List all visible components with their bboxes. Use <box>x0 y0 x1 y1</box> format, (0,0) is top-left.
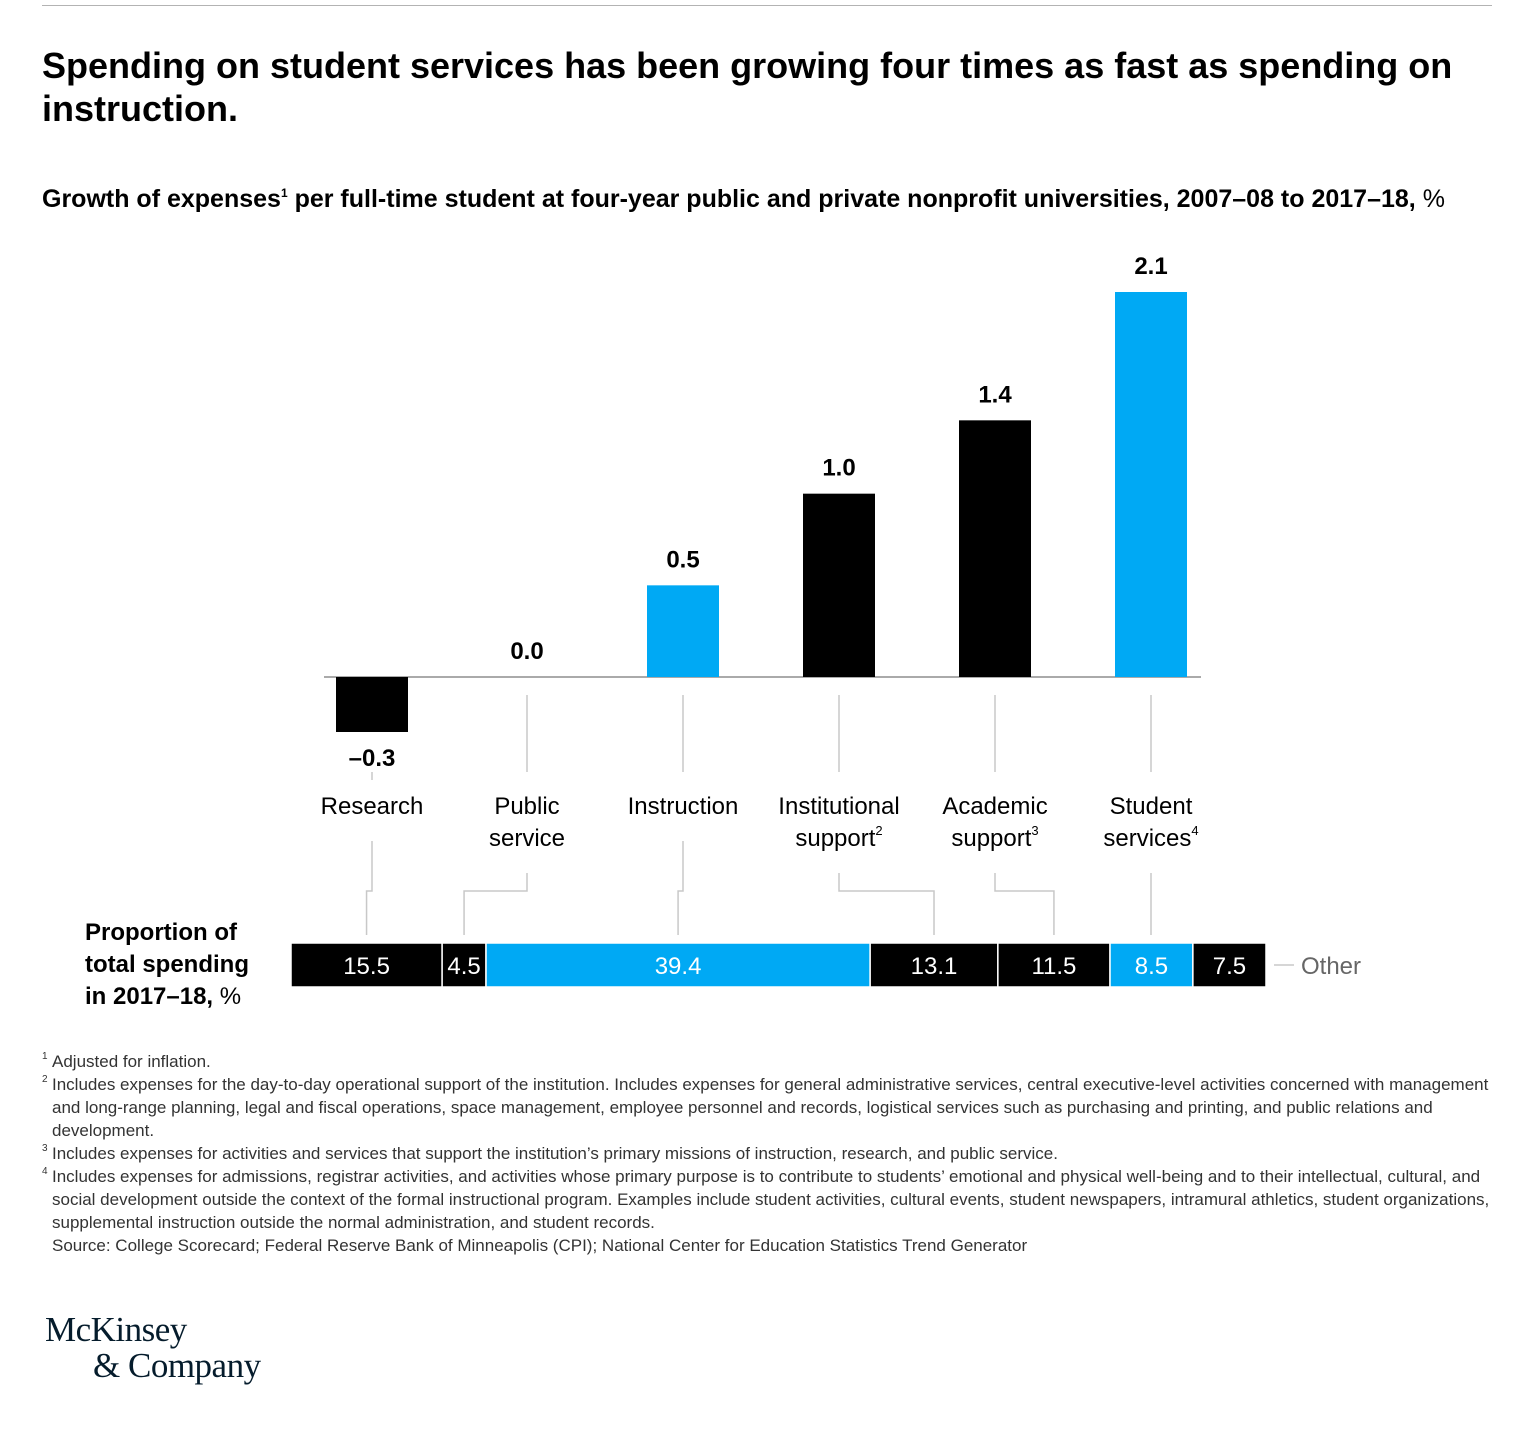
footnotes: 1 Adjusted for inflation. 2 Includes expen… <box>42 1050 1492 1257</box>
proportion-value: 13.1 <box>911 953 958 980</box>
category-footnote-mark: 3 <box>1031 823 1038 838</box>
proportion-value: 11.5 <box>1031 953 1076 980</box>
category-label: support3 <box>951 823 1038 852</box>
bar-chart: –0.3 0.0 0.5 1.0 1.4 2.1 Research Public service… <box>290 253 1361 988</box>
category-label: Academic <box>942 793 1047 820</box>
proportion-value: 7.5 <box>1213 953 1246 980</box>
proportion-value: 15.5 <box>343 953 390 980</box>
source-note: Source: College Scorecard; Federal Reser… <box>42 1234 1492 1257</box>
other-label: Other <box>1301 953 1361 980</box>
source-text: Source: College Scorecard; Federal Reser… <box>52 1236 1028 1255</box>
category-footnote-mark: 4 <box>1191 823 1198 838</box>
footnote-text: Includes expenses for the day-to-day ope… <box>52 1075 1489 1140</box>
proportion-segment <box>290 942 443 988</box>
top-rule <box>42 5 1492 6</box>
proportion-segment <box>1109 942 1194 988</box>
subtitle-unit: % <box>1422 185 1445 213</box>
category-label: Student <box>1110 793 1193 820</box>
footnote-mark: 4 <box>42 1166 48 1177</box>
proportion-label-line: total spending <box>85 951 249 978</box>
category-label: Institutional <box>778 793 899 820</box>
category-label: Public <box>494 793 559 820</box>
footnote: 3 Includes expenses for activities and se… <box>42 1142 1492 1165</box>
bar <box>803 493 875 677</box>
proportion-value: 39.4 <box>655 953 702 980</box>
data-label: 0.5 <box>666 546 699 573</box>
logo-line-2: & Company <box>93 1346 261 1385</box>
mckinsey-logo: McKinsey & Company <box>45 1312 261 1384</box>
bar <box>1115 292 1187 677</box>
footnote-mark: 2 <box>42 1074 48 1085</box>
proportion-label-text: in 2017–18, <box>85 983 214 1010</box>
proportion-value: 8.5 <box>1135 953 1168 980</box>
connector-line <box>365 841 373 935</box>
proportion-unit: % <box>219 983 242 1010</box>
footnote: 1 Adjusted for inflation. <box>42 1050 1492 1073</box>
proportion-segment <box>997 942 1111 988</box>
bar <box>959 420 1031 677</box>
category-label: service <box>489 825 565 852</box>
subtitle-text-cont: per full-time student at four-year publi… <box>287 185 1416 213</box>
connector-line <box>994 873 1055 935</box>
connector-line <box>838 873 935 935</box>
proportion-label-line: in 2017–18, % <box>85 981 295 1013</box>
footnote-mark: 3 <box>42 1143 48 1154</box>
subtitle-text: Growth of expenses <box>42 185 281 213</box>
bar <box>336 677 408 732</box>
data-label: 1.0 <box>822 455 855 482</box>
category-label: Instruction <box>628 793 739 820</box>
category-label: Research <box>321 793 424 820</box>
data-label: –0.3 <box>349 745 396 772</box>
footnote-text: Adjusted for inflation. <box>52 1052 211 1071</box>
footnote-text: Includes expenses for admissions, regist… <box>52 1167 1490 1232</box>
data-label: 0.0 <box>510 638 543 665</box>
logo-line-1: McKinsey <box>45 1310 187 1349</box>
proportion-segment <box>485 942 871 988</box>
footnote: 4 Includes expenses for admissions, regis… <box>42 1165 1492 1234</box>
data-label: 1.4 <box>978 381 1012 408</box>
proportion-segment <box>1192 942 1267 988</box>
category-label: services4 <box>1103 823 1198 852</box>
proportion-value: 4.5 <box>447 953 480 980</box>
proportion-segment <box>869 942 999 988</box>
subtitle-footnote-mark: 1 <box>280 186 288 200</box>
chart-subtitle: Growth of expenses1 per full-time studen… <box>42 183 1502 216</box>
connector-line <box>463 873 528 935</box>
footnote: 2 Includes expenses for the day-to-day op… <box>42 1073 1492 1142</box>
proportion-label: Proportion of total spending in 2017–18, % <box>85 917 295 1013</box>
bar <box>647 585 719 677</box>
footnote-mark: 1 <box>42 1051 48 1062</box>
proportion-label-line: Proportion of <box>85 919 237 946</box>
connector-line <box>677 841 684 935</box>
footnote-text: Includes expenses for activities and ser… <box>52 1144 1058 1163</box>
category-footnote-mark: 2 <box>875 823 882 838</box>
headline: Spending on student services has been gr… <box>42 45 1453 129</box>
category-label: support2 <box>795 823 882 852</box>
data-label: 2.1 <box>1134 253 1167 280</box>
